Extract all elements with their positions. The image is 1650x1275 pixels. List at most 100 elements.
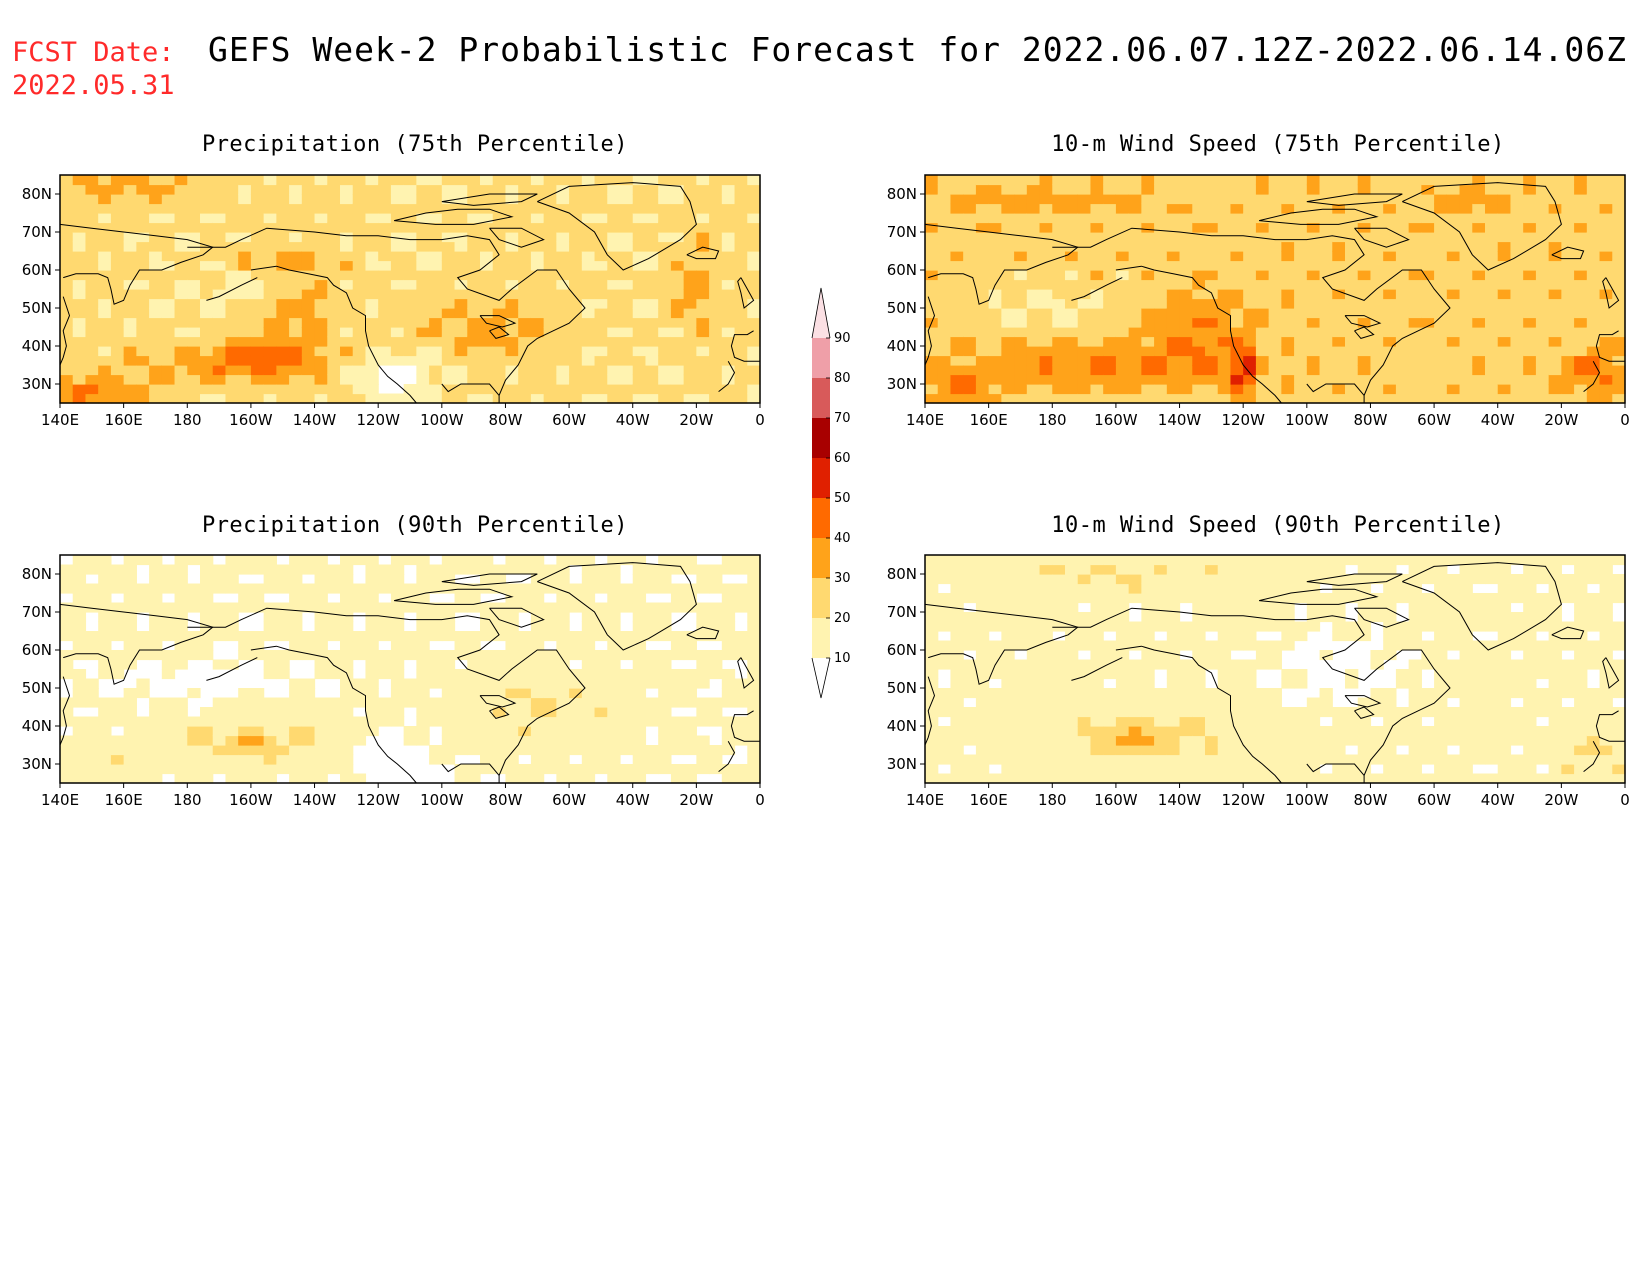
lon-tick-label: 100W [420,411,464,429]
coastlines [924,182,1625,404]
lat-tick-label: 50N [22,679,52,697]
lat-tick-label: 30N [887,375,917,393]
field-shading [925,555,1626,784]
lon-tick-label: 160W [1094,791,1138,809]
lat-tick-label: 80N [22,565,52,583]
lon-tick-label: 140W [1158,791,1202,809]
colorbar-band [812,418,830,458]
colorbar-band [812,578,830,618]
panel-title-wind-75: 10-m Wind Speed (75th Percentile) [1051,132,1505,157]
wind-75-map: 80N 70N 60N 50N 40N 30N 140E 160E 180 160W 140W 120… [887,174,1630,429]
lat-tick-label: 80N [22,185,52,203]
precip-90-map: 80N 70N 60N 50N 40N 30N 140E 160E 180 160W 140W 120… [22,554,765,809]
lat-tick-label: 30N [22,375,52,393]
lon-tick-label: 160E [105,791,143,809]
lat-tick-label: 70N [22,603,52,621]
map-frame [924,174,1626,404]
lon-tick-label: 20W [1544,791,1578,809]
lon-tick-label: 160E [970,791,1008,809]
lon-tick-label: 60W [1417,411,1451,429]
map-frame [59,174,761,404]
colorbar-label: 70 [834,411,851,426]
lon-tick-label: 160E [105,411,143,429]
lat-tick-label: 30N [22,755,52,773]
colorbar-top-arrow [812,288,830,338]
lat-tick-label: 70N [887,223,917,241]
colorbar-label: 50 [834,491,851,506]
wind-90-map: 80N 70N 60N 50N 40N 30N 140E 160E 180 160W 140W 120… [887,554,1630,809]
colorbar-band [812,458,830,498]
lon-tick-label: 60W [1417,791,1451,809]
field-shading [925,175,1626,404]
colorbar-band [812,378,830,418]
precip-75-map: 80N 70N 60N 50N 40N 30N 140E 160E 180 160W 140W 120… [22,174,765,429]
lon-tick-label: 60W [552,791,586,809]
lon-tick-label: 100W [1285,791,1329,809]
lon-tick-label: 120W [1221,791,1265,809]
panel-title-precip-75: Precipitation (75th Percentile) [201,132,629,157]
lon-tick-label: 60W [552,411,586,429]
fcst-date-value: 2022.05.31 [12,70,175,101]
colorbar-label: 20 [834,611,851,626]
lat-tick-label: 30N [887,755,917,773]
lat-tick-label: 40N [22,337,52,355]
lon-tick-label: 20W [679,411,713,429]
colorbar-label: 60 [834,451,851,466]
lon-tick-label: 40W [616,791,650,809]
coastlines [59,562,760,784]
lon-tick-label: 180 [1038,791,1067,809]
lon-tick-label: 40W [1481,791,1515,809]
lon-tick-label: 180 [1038,411,1067,429]
map-panel-precip-75: 80N 70N 60N 50N 40N 30N 140E 160E 180 160W 140W 120… [0,165,780,435]
coastlines [59,182,760,404]
lon-tick-label: 140W [293,791,337,809]
colorbar-label: 30 [834,571,851,586]
lon-tick-label: 140W [293,411,337,429]
colorbar-label: 80 [834,371,851,386]
lon-tick-label: 140E [906,411,944,429]
panel-title-wind-90: 10-m Wind Speed (90th Percentile) [1051,513,1505,538]
lon-tick-label: 80W [488,411,522,429]
forecast-date-label: FCST Date: 2022.05.31 [12,36,175,102]
colorbar: 10 20 30 40 50 60 70 80 90 [800,270,860,699]
lat-tick-label: 40N [887,337,917,355]
lat-tick-label: 60N [887,261,917,279]
lon-tick-label: 80W [1353,411,1387,429]
lon-tick-label: 140W [1158,411,1202,429]
lat-tick-label: 70N [887,603,917,621]
lon-tick-label: 20W [1544,411,1578,429]
lat-tick-label: 80N [887,565,917,583]
lon-tick-label: 80W [488,791,522,809]
map-frame [59,554,761,784]
colorbar-band [812,618,830,658]
lon-tick-label: 160W [229,791,273,809]
colorbar-label: 40 [834,531,851,546]
colorbar-band [812,538,830,578]
lat-tick-label: 70N [22,223,52,241]
lon-tick-label: 0 [1620,411,1630,429]
lat-tick-label: 50N [22,299,52,317]
lon-tick-label: 120W [1221,411,1265,429]
lat-tick-label: 60N [887,641,917,659]
lat-tick-label: 50N [887,299,917,317]
lon-tick-label: 180 [173,791,202,809]
lon-tick-label: 0 [755,791,765,809]
lon-tick-label: 40W [616,411,650,429]
lat-tick-label: 40N [22,717,52,735]
colorbar-svg: 10 20 30 40 50 60 70 80 90 [811,287,851,699]
lon-tick-label: 100W [420,791,464,809]
lon-tick-label: 0 [755,411,765,429]
lon-tick-label: 20W [679,791,713,809]
map-panel-wind-75: 80N 70N 60N 50N 40N 30N 140E 160E 180 160W 140W 120… [865,165,1645,435]
colorbar-bottom-arrow [811,657,831,699]
lon-tick-label: 140E [906,791,944,809]
lat-tick-label: 60N [22,261,52,279]
lon-tick-label: 120W [356,791,400,809]
lon-tick-label: 40W [1481,411,1515,429]
lon-tick-label: 100W [1285,411,1329,429]
field-shading [60,175,761,404]
map-panel-precip-90: 80N 70N 60N 50N 40N 30N 140E 160E 180 160W 140W 120… [0,545,780,815]
lat-tick-label: 60N [22,641,52,659]
map-panel-wind-90: 80N 70N 60N 50N 40N 30N 140E 160E 180 160W 140W 120… [865,545,1645,815]
lat-tick-label: 80N [887,185,917,203]
